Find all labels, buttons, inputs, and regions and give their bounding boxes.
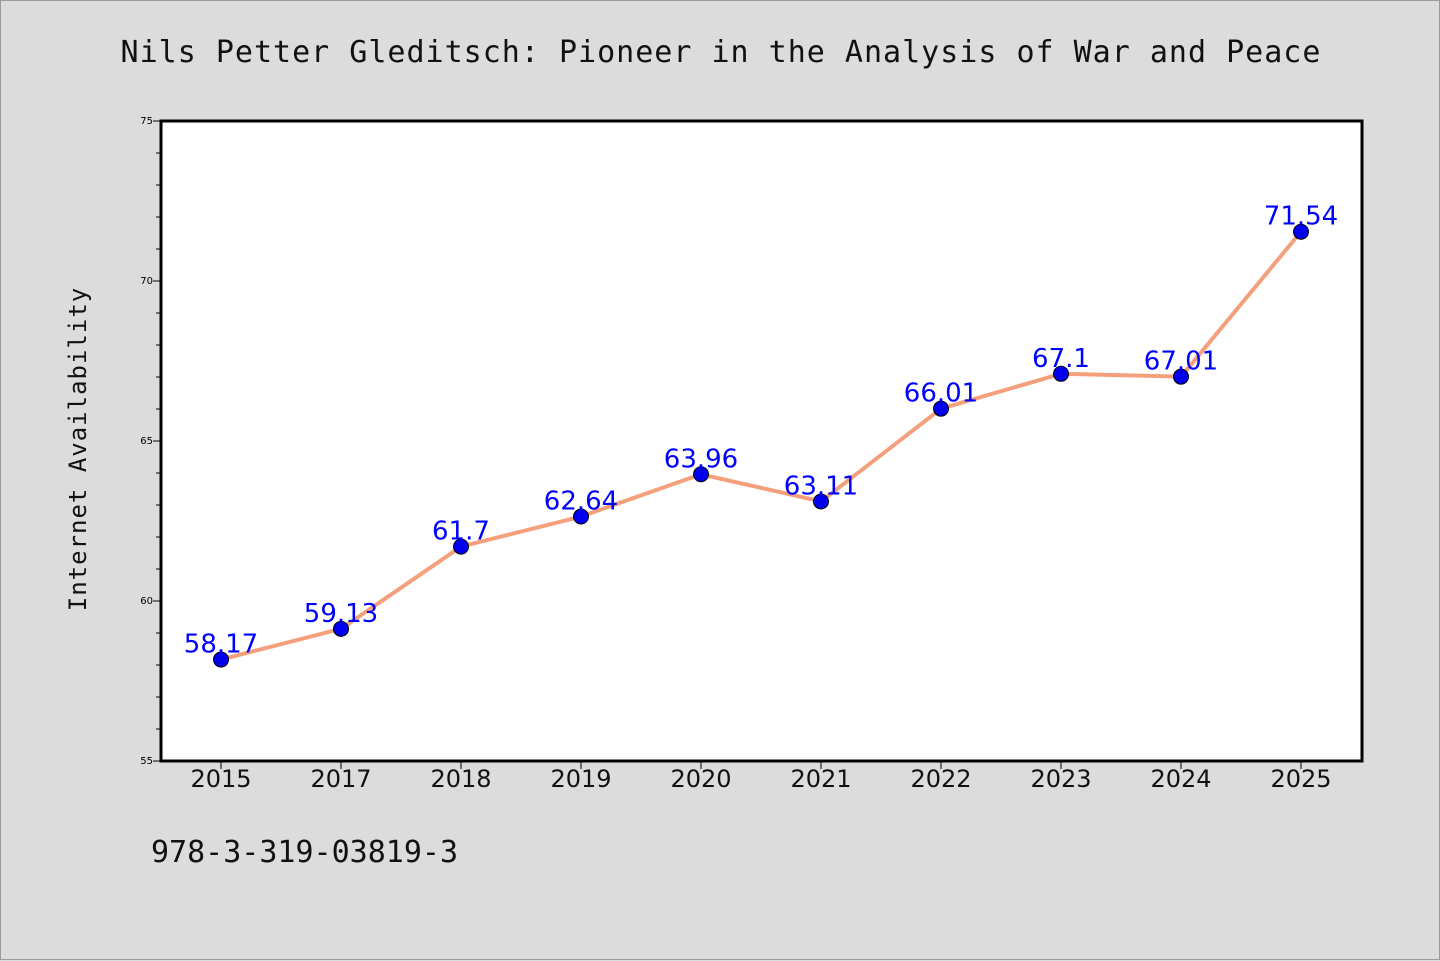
plot-area bbox=[161, 121, 1362, 761]
x-tick-label: 2019 bbox=[550, 765, 611, 793]
data-label: 63.11 bbox=[784, 471, 858, 501]
data-label: 61.7 bbox=[432, 517, 490, 547]
data-point bbox=[933, 400, 949, 417]
data-label: 66.01 bbox=[904, 379, 978, 409]
data-point bbox=[1293, 223, 1309, 240]
data-label: 59.13 bbox=[304, 599, 378, 629]
x-tick-label: 2018 bbox=[430, 765, 491, 793]
x-tick-label: 2023 bbox=[1030, 765, 1091, 793]
y-tick-label: 75 bbox=[140, 116, 153, 127]
data-labels-layer: 58.17 59.13 61.7 62.64 63.96 63.11 66.01 67.1 67… bbox=[184, 202, 1338, 660]
data-point bbox=[453, 538, 469, 555]
chart-title: Nils Petter Gleditsch: Pioneer in the An… bbox=[120, 35, 1322, 70]
data-point bbox=[1053, 365, 1069, 382]
data-label: 67.01 bbox=[1144, 347, 1218, 377]
data-label: 71.54 bbox=[1264, 202, 1338, 232]
data-point bbox=[333, 620, 349, 637]
data-points-layer bbox=[213, 223, 1309, 668]
x-tick-label: 2015 bbox=[190, 765, 251, 793]
data-label: 63.96 bbox=[664, 444, 738, 474]
plot-border bbox=[159, 119, 1364, 763]
x-tick-label: 2022 bbox=[910, 765, 971, 793]
data-point bbox=[693, 466, 709, 483]
y-tick-label: 55 bbox=[140, 756, 153, 767]
isbn-text: 978-3-319-03819-3 bbox=[151, 835, 459, 870]
x-tick-label: 2024 bbox=[1150, 765, 1211, 793]
x-tick-label: 2020 bbox=[670, 765, 731, 793]
y-tick-label: 60 bbox=[140, 596, 153, 607]
data-point bbox=[213, 651, 229, 668]
axis-ticks: 55 60 65 70 75 2015 2017 2018 2019 2020 2021 2022 20… bbox=[140, 116, 1331, 793]
series-line-layer bbox=[219, 229, 1303, 662]
y-tick-label: 65 bbox=[140, 436, 153, 447]
data-label: 62.64 bbox=[544, 487, 618, 517]
x-tick-label: 2025 bbox=[1270, 765, 1331, 793]
data-point bbox=[1173, 368, 1189, 385]
series-line bbox=[219, 229, 1303, 662]
data-label: 58.17 bbox=[184, 630, 258, 660]
data-point bbox=[813, 493, 829, 510]
y-tick-label: 70 bbox=[140, 276, 153, 287]
data-point bbox=[573, 508, 589, 525]
x-tick-label: 2021 bbox=[790, 765, 851, 793]
x-tick-label: 2017 bbox=[310, 765, 371, 793]
data-label: 67.1 bbox=[1032, 344, 1090, 374]
